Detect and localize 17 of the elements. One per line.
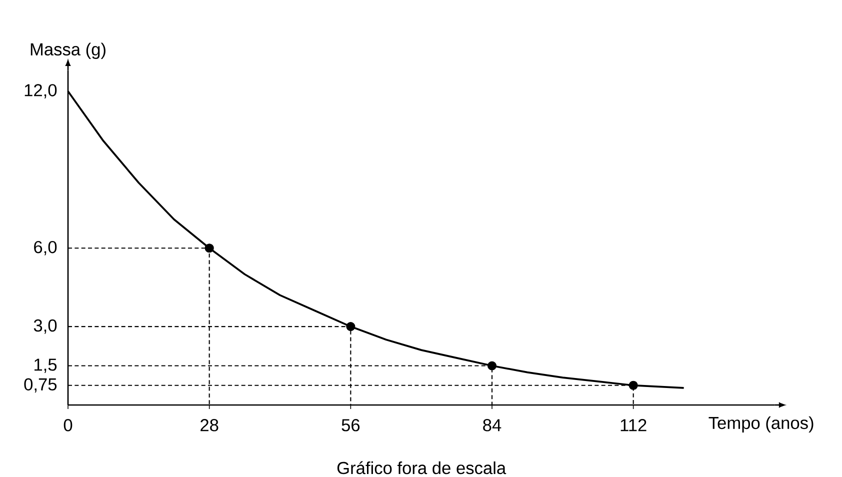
- x-tick-label: 84: [483, 419, 502, 432]
- x-tick-label: 28: [200, 419, 218, 432]
- point: [628, 380, 638, 390]
- y-tick-label: 1,5: [34, 358, 57, 373]
- x-tick-label: 112: [620, 419, 646, 432]
- x-tick-label: 56: [342, 419, 360, 432]
- x-tick-label: 0: [64, 419, 72, 432]
- y-tick-label: 6,0: [34, 240, 57, 256]
- point: [204, 244, 214, 253]
- text: Gráfico fora de escala: [337, 461, 506, 474]
- y-axis-title: Massa (g): [30, 42, 106, 59]
- x-axis-title: Tempo (anos): [708, 416, 814, 433]
- point: [487, 361, 497, 370]
- point: [346, 322, 356, 332]
- y-tick-label: 3,0: [34, 319, 57, 334]
- y-tick-label: 0,75: [24, 378, 57, 393]
- y-tick-label: 12,0: [24, 84, 57, 98]
